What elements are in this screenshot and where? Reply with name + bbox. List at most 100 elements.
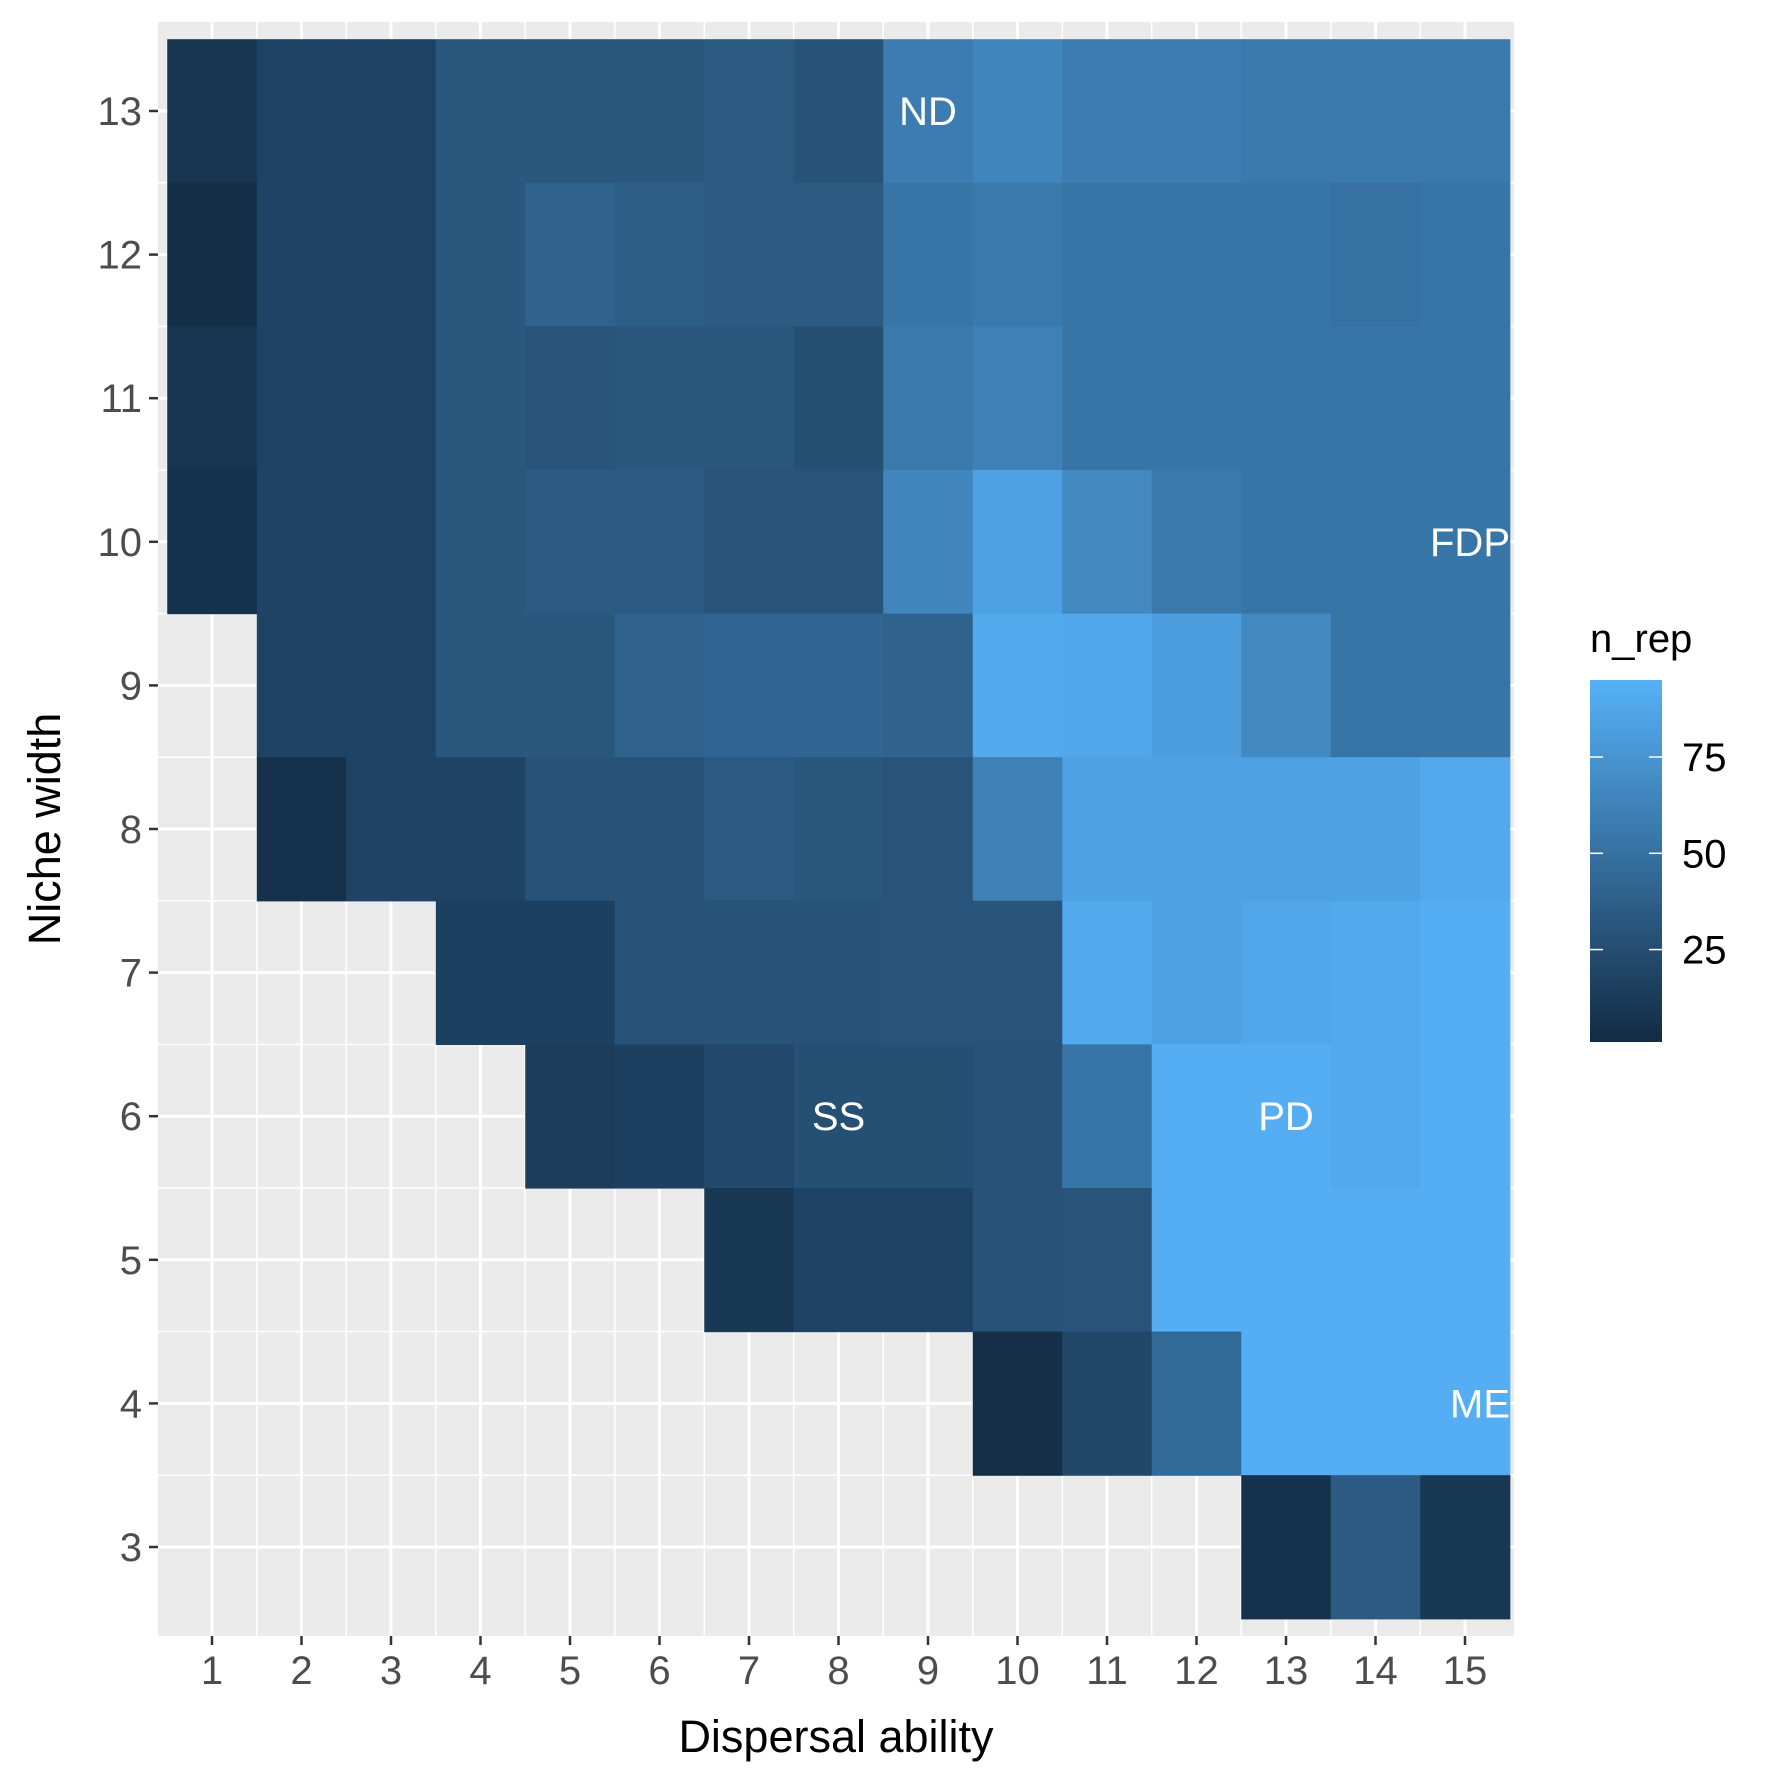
heatmap-tile	[883, 182, 974, 327]
x-tick-label: 6	[648, 1649, 670, 1693]
heatmap-tile	[793, 39, 884, 184]
heatmap-tile	[1241, 470, 1332, 615]
heatmap-tile	[525, 900, 616, 1045]
heatmap-tile	[614, 39, 705, 184]
heatmap-tile	[704, 1188, 795, 1333]
heatmap-tile	[883, 900, 974, 1045]
heatmap-tile	[1420, 1331, 1511, 1476]
heatmap-tile	[525, 613, 616, 758]
heatmap-tile	[1241, 326, 1332, 471]
heatmap-tile	[525, 182, 616, 327]
x-tick-label: 11	[1086, 1649, 1128, 1693]
heatmap-tile	[435, 326, 526, 471]
heatmap-tile	[1420, 470, 1511, 615]
heatmap-tile	[1420, 1044, 1511, 1189]
legend-label: 50	[1682, 832, 1727, 876]
legend-label: 75	[1682, 736, 1727, 780]
x-axis-title: Dispersal ability	[678, 1711, 994, 1762]
heatmap-tile	[1062, 757, 1153, 902]
heatmap-tile	[972, 613, 1063, 758]
heatmap-tile	[167, 182, 258, 327]
heatmap-tile	[704, 1044, 795, 1189]
heatmap-tile	[614, 1044, 705, 1189]
heatmap-tile	[972, 39, 1063, 184]
heatmap-tile	[167, 39, 258, 184]
heatmap-tile	[883, 1188, 974, 1333]
heatmap-tile	[1241, 613, 1332, 758]
heatmap-tile	[256, 757, 347, 902]
legend-ticks: 25 50 75	[1590, 736, 1727, 973]
heatmap-tile	[525, 1044, 616, 1189]
heatmap-tile	[793, 1044, 884, 1189]
heatmap-tile	[1241, 1044, 1332, 1189]
x-tick-label: 5	[559, 1649, 581, 1693]
region-label: PD	[1258, 1095, 1314, 1139]
heatmap-tile	[1330, 326, 1421, 471]
heatmap-tile	[1062, 182, 1153, 327]
heatmap-tile	[704, 182, 795, 327]
heatmap-tile	[883, 470, 974, 615]
x-tick-label: 9	[917, 1649, 939, 1693]
heatmap-tile	[1151, 326, 1242, 471]
heatmap-tile	[972, 470, 1063, 615]
heatmap-tile	[704, 39, 795, 184]
heatmap-tile	[704, 900, 795, 1045]
heatmap-tile	[256, 613, 347, 758]
heatmap-tile	[1330, 39, 1421, 184]
heatmap-tile	[793, 613, 884, 758]
heatmap-tile	[1330, 900, 1421, 1045]
y-tick-label: 6	[120, 1095, 142, 1139]
heatmap-tile	[972, 1331, 1063, 1476]
heatmap-tile	[1241, 39, 1332, 184]
heatmap-tile	[1241, 757, 1332, 902]
heatmap-tile	[435, 900, 526, 1045]
heatmap-tile	[525, 757, 616, 902]
heatmap-tile	[614, 900, 705, 1045]
heatmap-tile	[614, 613, 705, 758]
heatmap-tile	[346, 39, 437, 184]
y-tick-label: 11	[100, 377, 142, 421]
heatmap-tile	[1330, 1044, 1421, 1189]
heatmap-tile	[1151, 613, 1242, 758]
heatmap-tile	[1062, 326, 1153, 471]
heatmap-tile	[1330, 613, 1421, 758]
heatmap-tile	[1420, 1475, 1511, 1620]
heatmap-tile	[883, 326, 974, 471]
heatmap-tile	[1420, 326, 1511, 471]
heatmap-tile	[435, 470, 526, 615]
legend-label: 25	[1682, 929, 1727, 973]
heatmap-tile	[972, 326, 1063, 471]
y-tick-label: 7	[120, 952, 142, 996]
heatmap-tile	[346, 326, 437, 471]
heatmap-tile	[972, 900, 1063, 1045]
y-tick-label: 13	[98, 90, 143, 134]
heatmap-tile	[1062, 613, 1153, 758]
heatmap-tile	[1241, 182, 1332, 327]
heatmap-tile	[435, 757, 526, 902]
heatmap-tile	[1062, 1188, 1153, 1333]
heatmap-tile	[1330, 1331, 1421, 1476]
y-axis-title: Niche width	[19, 713, 70, 946]
heatmap-tile	[1330, 757, 1421, 902]
x-tick-label: 10	[995, 1649, 1040, 1693]
heatmap-tiles	[167, 39, 1511, 1620]
heatmap-tile	[614, 182, 705, 327]
heatmap-tile	[793, 757, 884, 902]
heatmap-tile	[346, 182, 437, 327]
heatmap-tile	[883, 613, 974, 758]
x-axis: 1 2 3 4 5 6 7 8 9 10 11 12 13 14 15	[201, 1636, 1487, 1693]
heatmap-tile	[1241, 1475, 1332, 1620]
x-tick-label: 15	[1443, 1649, 1488, 1693]
heatmap-tile	[1330, 1188, 1421, 1333]
heatmap-tile	[614, 470, 705, 615]
heatmap-tile	[704, 613, 795, 758]
heatmap-tile	[704, 326, 795, 471]
heatmap-tile	[1151, 182, 1242, 327]
y-axis: 3 4 5 6 7 8 9 10 11 12 13	[98, 90, 158, 1570]
x-tick-label: 14	[1353, 1649, 1398, 1693]
y-tick-label: 3	[120, 1526, 142, 1570]
heatmap-tile	[256, 39, 347, 184]
heatmap-tile	[704, 470, 795, 615]
heatmap-tile	[525, 470, 616, 615]
heatmap-tile	[256, 470, 347, 615]
